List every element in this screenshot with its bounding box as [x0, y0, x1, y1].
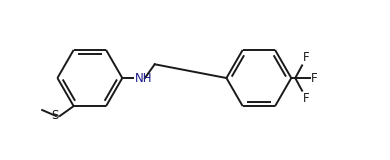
Text: S: S — [51, 109, 59, 122]
Text: F: F — [303, 92, 310, 105]
Text: F: F — [303, 51, 310, 64]
Text: F: F — [311, 72, 317, 84]
Text: NH: NH — [135, 72, 152, 84]
